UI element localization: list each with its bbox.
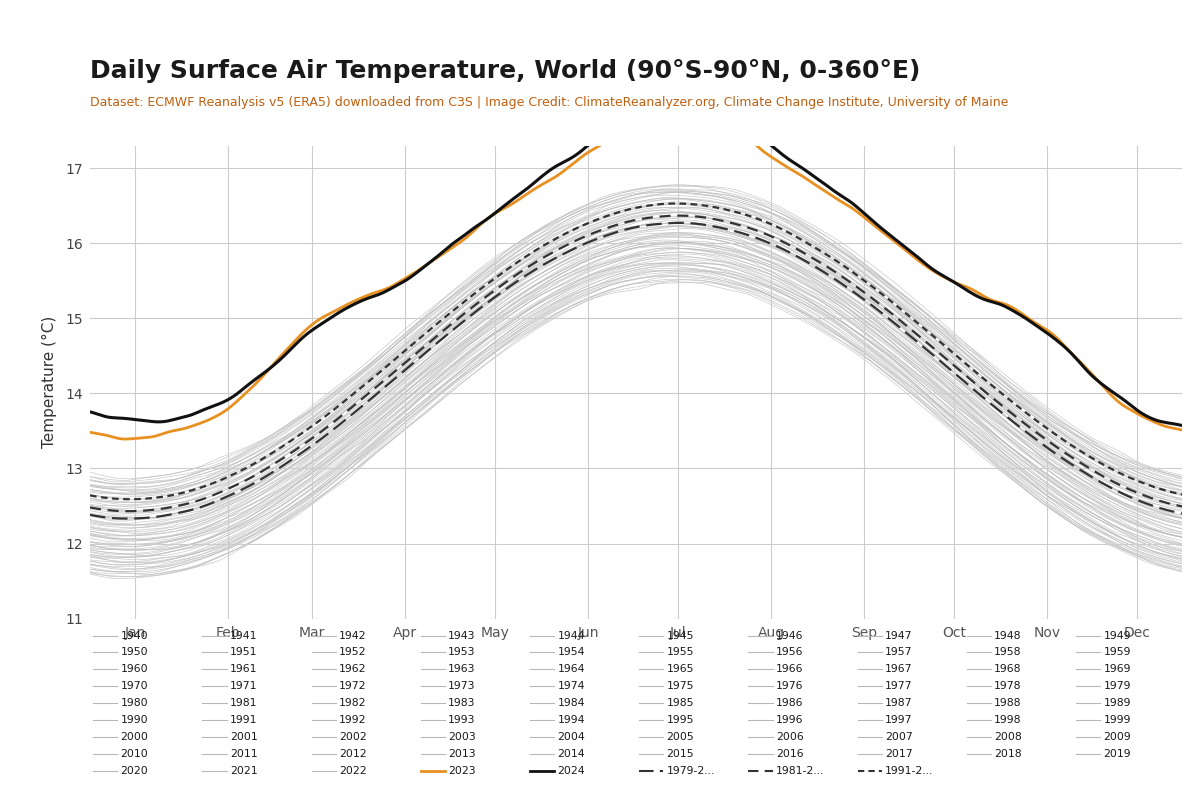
- Text: 2006: 2006: [775, 732, 804, 742]
- Text: 1951: 1951: [229, 648, 257, 657]
- Text: 1977: 1977: [884, 682, 912, 691]
- Text: 2013: 2013: [448, 749, 476, 759]
- Text: 1946: 1946: [775, 630, 803, 641]
- Text: 1955: 1955: [666, 648, 694, 657]
- Text: 1957: 1957: [884, 648, 912, 657]
- Text: 1993: 1993: [448, 716, 475, 725]
- Text: 1991-2...: 1991-2...: [884, 766, 934, 776]
- Text: 2016: 2016: [775, 749, 804, 759]
- Text: 2009: 2009: [1103, 732, 1132, 742]
- Text: 1949: 1949: [1103, 630, 1130, 641]
- Text: 2000: 2000: [120, 732, 149, 742]
- Text: 1959: 1959: [1103, 648, 1130, 657]
- Text: 2004: 2004: [557, 732, 586, 742]
- Text: 1998: 1998: [994, 716, 1021, 725]
- Text: 2002: 2002: [338, 732, 367, 742]
- Text: 1940: 1940: [120, 630, 149, 641]
- Text: 2021: 2021: [229, 766, 258, 776]
- Text: 2024: 2024: [557, 766, 586, 776]
- Text: 1997: 1997: [884, 716, 912, 725]
- Text: 1973: 1973: [448, 682, 475, 691]
- Text: 1960: 1960: [120, 664, 149, 675]
- Text: 1972: 1972: [338, 682, 366, 691]
- Text: 1967: 1967: [884, 664, 912, 675]
- Text: 1979: 1979: [1103, 682, 1130, 691]
- Text: 1991: 1991: [229, 716, 257, 725]
- Text: 1945: 1945: [666, 630, 694, 641]
- Text: 1990: 1990: [120, 716, 149, 725]
- Text: 1981-2...: 1981-2...: [775, 766, 824, 776]
- Text: 1965: 1965: [666, 664, 694, 675]
- Text: Dataset: ECMWF Reanalysis v5 (ERA5) downloaded from C3S | Image Credit: ClimateR: Dataset: ECMWF Reanalysis v5 (ERA5) down…: [90, 96, 1008, 109]
- Text: 1962: 1962: [338, 664, 366, 675]
- Text: 1985: 1985: [666, 698, 694, 708]
- Text: 2001: 2001: [229, 732, 258, 742]
- Text: 1978: 1978: [994, 682, 1021, 691]
- Text: 1963: 1963: [448, 664, 475, 675]
- Text: 1948: 1948: [994, 630, 1021, 641]
- Text: 1986: 1986: [775, 698, 803, 708]
- Text: 1943: 1943: [448, 630, 475, 641]
- Text: 1944: 1944: [557, 630, 584, 641]
- Text: 1961: 1961: [229, 664, 257, 675]
- Text: 2003: 2003: [448, 732, 476, 742]
- Text: 1976: 1976: [775, 682, 803, 691]
- Text: 1983: 1983: [448, 698, 475, 708]
- Text: 1969: 1969: [1103, 664, 1130, 675]
- Text: 1952: 1952: [338, 648, 366, 657]
- Text: 1966: 1966: [775, 664, 803, 675]
- Text: 1942: 1942: [338, 630, 366, 641]
- Text: 2022: 2022: [338, 766, 367, 776]
- Text: 1994: 1994: [557, 716, 584, 725]
- Text: 2005: 2005: [666, 732, 695, 742]
- Text: 2020: 2020: [120, 766, 149, 776]
- Text: 1999: 1999: [1103, 716, 1130, 725]
- Text: 1996: 1996: [775, 716, 803, 725]
- Text: 1975: 1975: [666, 682, 694, 691]
- Text: 1971: 1971: [229, 682, 257, 691]
- Y-axis label: Temperature (°C): Temperature (°C): [42, 316, 56, 448]
- Text: 1981: 1981: [229, 698, 257, 708]
- Text: 2011: 2011: [229, 749, 258, 759]
- Text: 1958: 1958: [994, 648, 1021, 657]
- Text: Daily Surface Air Temperature, World (90°S-90°N, 0-360°E): Daily Surface Air Temperature, World (90…: [90, 59, 920, 83]
- Text: 1970: 1970: [120, 682, 149, 691]
- Text: 2017: 2017: [884, 749, 913, 759]
- Text: 2015: 2015: [666, 749, 695, 759]
- Text: 1980: 1980: [120, 698, 149, 708]
- Text: 1987: 1987: [884, 698, 912, 708]
- Text: 1968: 1968: [994, 664, 1021, 675]
- Text: 1988: 1988: [994, 698, 1021, 708]
- Text: 1956: 1956: [775, 648, 803, 657]
- Text: 1950: 1950: [120, 648, 149, 657]
- Text: 1953: 1953: [448, 648, 475, 657]
- Text: 1984: 1984: [557, 698, 584, 708]
- Text: 1989: 1989: [1103, 698, 1130, 708]
- Text: 2018: 2018: [994, 749, 1022, 759]
- Text: 1982: 1982: [338, 698, 366, 708]
- Text: 1941: 1941: [229, 630, 257, 641]
- Text: 2014: 2014: [557, 749, 586, 759]
- Text: 2019: 2019: [1103, 749, 1132, 759]
- Text: 1947: 1947: [884, 630, 912, 641]
- Text: 2012: 2012: [338, 749, 367, 759]
- Text: 1964: 1964: [557, 664, 584, 675]
- Text: 1995: 1995: [666, 716, 694, 725]
- Text: 2007: 2007: [884, 732, 913, 742]
- Text: 1979-2...: 1979-2...: [666, 766, 715, 776]
- Text: 2010: 2010: [120, 749, 149, 759]
- Text: 2008: 2008: [994, 732, 1022, 742]
- Text: 1954: 1954: [557, 648, 584, 657]
- Text: 2023: 2023: [448, 766, 476, 776]
- Text: 1992: 1992: [338, 716, 366, 725]
- Text: 1974: 1974: [557, 682, 584, 691]
